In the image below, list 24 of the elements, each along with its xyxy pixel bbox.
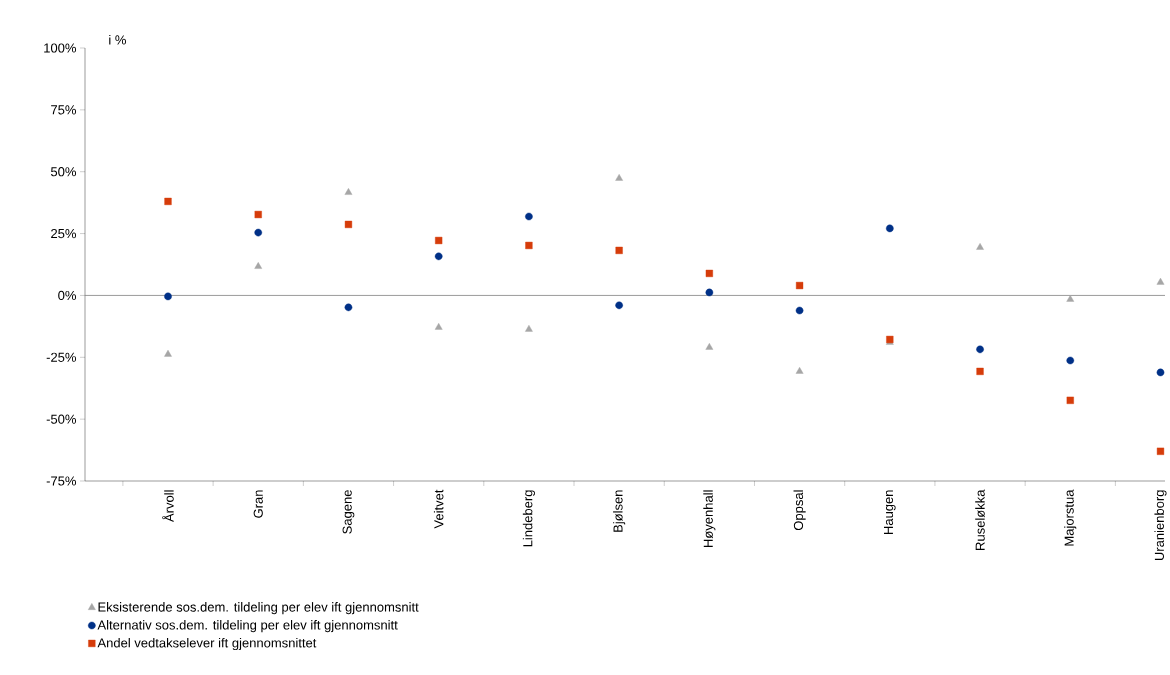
legend-label: Andel vedtakselever ift gjennomsnittet bbox=[97, 637, 317, 651]
y-tick-label: 25% bbox=[51, 228, 77, 239]
x-tick-label: Uranienborg bbox=[1154, 490, 1167, 561]
y-tick-label: 50% bbox=[50, 167, 77, 177]
y-tick-label: 75% bbox=[51, 105, 77, 115]
x-tick-label: Gran bbox=[253, 490, 263, 518]
x-tick-label: Høyenhall bbox=[703, 490, 716, 547]
x-tick-label: Majorstua bbox=[1064, 489, 1077, 546]
legend-label: Eksisterende sos.dem. tildeling per elev ift gjennomsnitt bbox=[98, 602, 419, 615]
x-tick-label: Veitvet bbox=[433, 489, 444, 529]
x-tick-label: Oppsal bbox=[793, 490, 806, 531]
x-tick-label: Haugen bbox=[884, 490, 896, 535]
y-tick-label: -50% bbox=[46, 414, 77, 424]
x-tick-label: Årvoll bbox=[162, 490, 174, 523]
legend-label: Alternativ sos.dem. tildeling per elev ift gjennomsnitt bbox=[97, 620, 398, 633]
x-tick-label: Ruseløkka bbox=[975, 489, 985, 550]
y-tick-label: -25% bbox=[46, 352, 77, 362]
y-axis-title: i % bbox=[109, 34, 126, 45]
x-tick-label: Bjølsen bbox=[613, 490, 626, 532]
x-tick-label: Sagene bbox=[342, 490, 355, 534]
x-tick-label: Lindeberg bbox=[522, 490, 535, 547]
y-tick-label: 100% bbox=[44, 43, 77, 53]
y-tick-label: -75% bbox=[46, 476, 77, 486]
y-tick-label: 0% bbox=[58, 290, 77, 301]
